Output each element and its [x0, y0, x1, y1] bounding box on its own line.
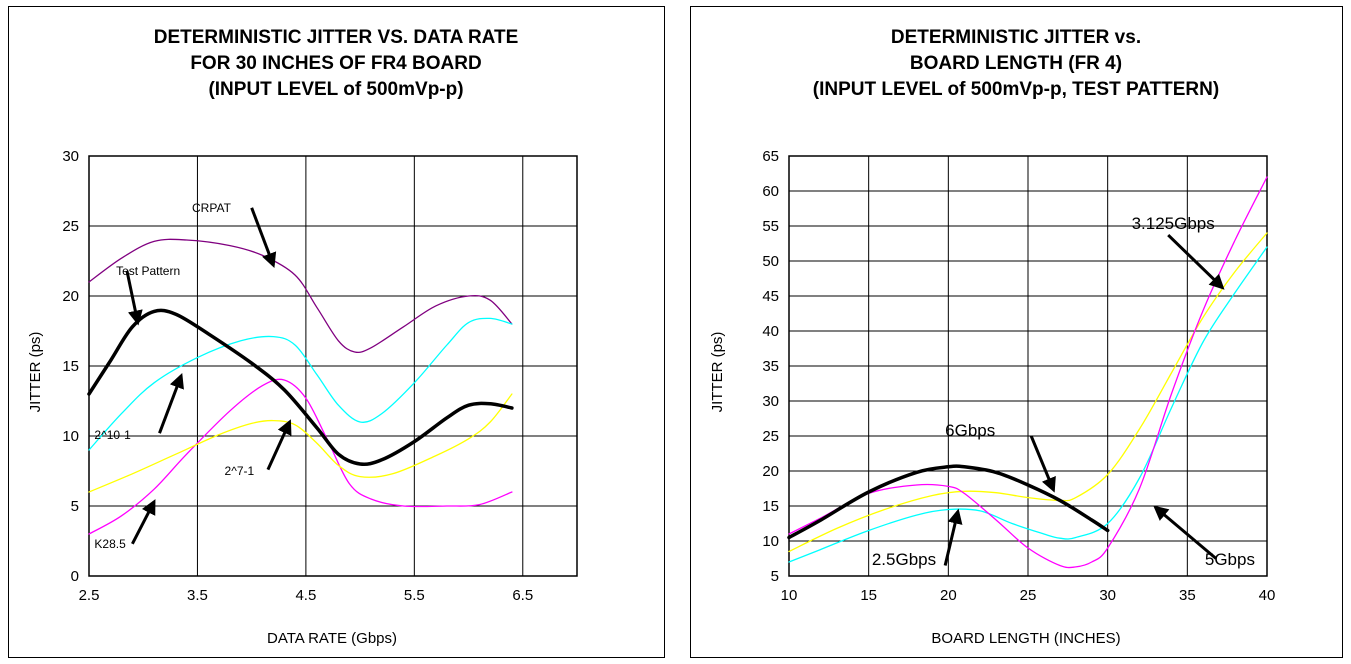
chart-title-line-3: (INPUT LEVEL of 500mVp-p, TEST PATTERN) [813, 79, 1219, 100]
y-tick-label: 45 [762, 288, 779, 305]
annotation-arrow-3-125gbps [1167, 234, 1225, 290]
x-tick-label: 3.5 [187, 587, 208, 604]
y-tick-label: 30 [62, 148, 79, 165]
series-line-k28-5 [88, 378, 513, 535]
y-axis-label: JITTER (ps) [27, 332, 44, 413]
y-tick-label: 15 [762, 498, 779, 515]
annotation-label-2-7-1: 2^7-1 [225, 464, 255, 478]
y-tick-label: 60 [762, 183, 779, 200]
x-tick-label: 25 [1020, 587, 1037, 604]
chart-title-line-2: FOR 30 INCHES OF FR4 BOARD [190, 53, 481, 74]
series-line-crpat [88, 238, 513, 354]
y-axis-label: JITTER (ps) [709, 332, 726, 413]
y-tick-label: 10 [62, 428, 79, 445]
y-tick-label: 25 [62, 218, 79, 235]
x-tick-label: 6.5 [512, 587, 533, 604]
plot-area-frame [788, 155, 1268, 577]
y-tick-label: 35 [762, 358, 779, 375]
series-line-test-pattern [87, 308, 514, 466]
x-axis-label: BOARD LENGTH (INCHES) [931, 630, 1120, 647]
annotation-label-2-10-1: 2^10-1 [94, 428, 131, 442]
y-tick-label: 15 [62, 358, 79, 375]
plot-area-frame [88, 155, 578, 577]
y-tick-label: 20 [762, 463, 779, 480]
series-line-2-5gbps [788, 246, 1268, 563]
y-tick-label: 10 [762, 533, 779, 550]
annotation-label-crpat: CRPAT [192, 201, 232, 215]
annotation-arrow-2-5gbps [943, 508, 963, 566]
y-tick-label: 5 [771, 568, 779, 585]
annotation-label-k28-5: K28.5 [94, 537, 126, 551]
annotation-arrow-2-7-1 [266, 419, 292, 471]
annotation-arrow-crpat [250, 207, 277, 269]
y-tick-label: 50 [762, 253, 779, 270]
annotation-arrow-test-pattern [125, 270, 143, 326]
x-tick-label: 20 [940, 587, 957, 604]
x-tick-label: 35 [1179, 587, 1196, 604]
x-axis-label: DATA RATE (Gbps) [267, 630, 397, 647]
y-tick-label: 20 [62, 288, 79, 305]
y-tick-label: 25 [762, 428, 779, 445]
chart-jitter-vs-board-length: DETERMINISTIC JITTER vs. BOARD LENGTH (F… [709, 27, 1276, 647]
y-tick-label: 65 [762, 148, 779, 165]
chart-title-line-2: BOARD LENGTH (FR 4) [910, 53, 1122, 74]
x-tick-label: 15 [860, 587, 877, 604]
chart-jitter-vs-data-rate: DETERMINISTIC JITTER VS. DATA RATE FOR 3… [27, 27, 578, 647]
annotation-arrow-6gbps [1029, 435, 1056, 493]
chart-title-line-3: (INPUT LEVEL of 500mVp-p) [208, 79, 463, 100]
chart-panel-jitter-vs-board-length: DETERMINISTIC JITTER vs. BOARD LENGTH (F… [690, 6, 1343, 658]
annotation-label-6gbps: 6Gbps [945, 421, 995, 440]
x-tick-label: 2.5 [79, 587, 100, 604]
chart-title-line-1: DETERMINISTIC JITTER vs. [891, 27, 1141, 48]
y-tick-label: 40 [762, 323, 779, 340]
y-tick-label: 30 [762, 393, 779, 410]
x-tick-label: 30 [1099, 587, 1116, 604]
x-tick-label: 5.5 [404, 587, 425, 604]
chart-panel-jitter-vs-data-rate: DETERMINISTIC JITTER VS. DATA RATE FOR 3… [8, 6, 665, 658]
x-tick-label: 4.5 [295, 587, 316, 604]
annotation-label-2-5gbps: 2.5Gbps [872, 550, 936, 569]
y-tick-label: 5 [71, 498, 79, 515]
y-tick-label: 0 [71, 568, 79, 585]
series-line-2-7-1 [88, 393, 513, 493]
annotation-label-3-125gbps: 3.125Gbps [1132, 214, 1215, 233]
annotation-arrow-2-10-1 [158, 372, 184, 434]
annotation-label-test-pattern: Test Pattern [116, 264, 180, 278]
y-tick-label: 55 [762, 218, 779, 235]
chart-title-line-1: DETERMINISTIC JITTER VS. DATA RATE [154, 27, 519, 48]
annotation-arrow-k28-5 [131, 499, 156, 545]
x-tick-label: 40 [1259, 587, 1276, 604]
grid-lines [789, 156, 1267, 576]
annotation-label-5gbps: 5Gbps [1205, 550, 1255, 569]
annotation-arrow-5gbps [1153, 505, 1217, 560]
series-line-5gbps [788, 176, 1268, 569]
series-line-2-10-1 [88, 317, 513, 451]
series-line-6gbps [787, 464, 1110, 540]
x-tick-label: 10 [781, 587, 798, 604]
grid-lines [89, 156, 577, 576]
